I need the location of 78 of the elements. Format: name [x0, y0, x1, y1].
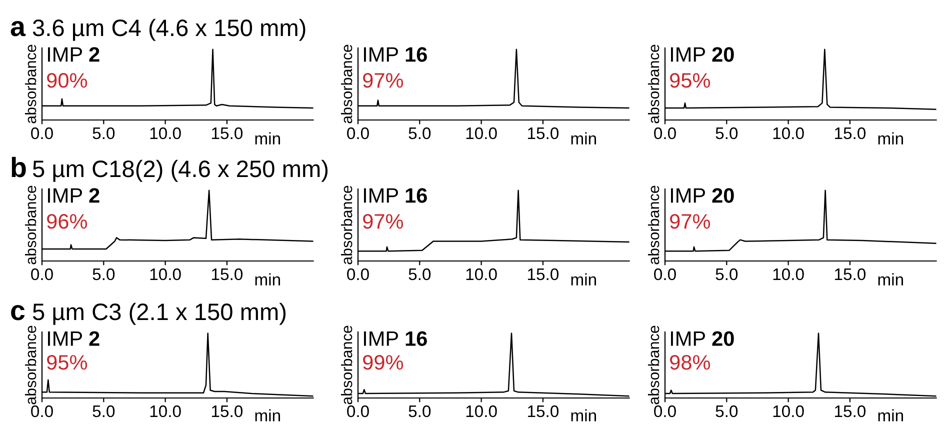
x-axis-title: min: [571, 273, 596, 286]
annotation: 95%: [670, 73, 710, 88]
annotation: IMP 16: [364, 47, 427, 62]
x-tick-label: 5.0: [92, 405, 115, 418]
y-axis-title: absorbance: [24, 186, 36, 264]
x-tick-label: 15.0: [528, 405, 559, 418]
x-tick-label: 10.0: [466, 405, 497, 418]
text: b: [12, 156, 26, 178]
x-tick-label: 0.0: [654, 127, 676, 140]
x-tick-label: 10.0: [773, 127, 804, 140]
annotation: 90%: [47, 73, 88, 88]
x-tick-label: 15.0: [835, 405, 866, 418]
x-tick-label: 5.0: [408, 268, 431, 280]
annotation: IMP 2: [48, 331, 100, 346]
y-axis-title: absorbance: [24, 44, 36, 124]
y-axis-title: absorbance: [24, 326, 36, 404]
x-axis-title: min: [255, 409, 280, 422]
x-tick-label: 0.0: [31, 268, 53, 280]
x-tick-label: 15.0: [212, 405, 243, 418]
y-axis-title: absorbance: [340, 186, 352, 264]
x-tick-label: 10.0: [773, 268, 804, 280]
x-tick-label: 15.0: [212, 127, 243, 140]
x-tick-label: 0.0: [31, 127, 53, 140]
x-tick-label: 15.0: [528, 268, 559, 280]
x-tick-label: 15.0: [212, 268, 243, 280]
annotation: 96%: [47, 214, 88, 229]
annotation: IMP 20: [670, 47, 734, 62]
chart-title: 5 µm C3 (2.1 x 150 mm): [32, 302, 286, 325]
x-tick-label: 10.0: [150, 405, 181, 418]
x-tick-label: 0.0: [347, 405, 369, 418]
x-tick-label: 15.0: [835, 268, 866, 280]
annotation: IMP 20: [670, 188, 734, 203]
x-tick-label: 0.0: [31, 405, 53, 418]
x-tick-label: 5.0: [408, 405, 431, 418]
x-tick-label: 10.0: [150, 127, 181, 140]
x-tick-label: 15.0: [835, 127, 866, 140]
text: a: [10, 21, 26, 36]
text: c: [11, 305, 25, 320]
x-tick-label: 0.0: [347, 268, 369, 280]
y-axis-title: absorbance: [340, 326, 352, 404]
x-axis-title: min: [571, 409, 596, 422]
y-axis-title: absorbance: [648, 326, 660, 404]
x-axis-title: min: [878, 273, 903, 286]
x-tick-label: 5.0: [716, 268, 738, 280]
x-tick-label: 10.0: [466, 127, 497, 140]
chart-title: 3.6 µm C4 (4.6 x 150 mm): [32, 18, 306, 41]
y-axis-title: absorbance: [648, 186, 660, 264]
x-axis-title: min: [255, 273, 280, 286]
x-axis-title: min: [878, 132, 903, 144]
annotation: IMP 2: [48, 47, 100, 62]
x-axis-title: min: [878, 409, 903, 422]
x-tick-label: 0.0: [654, 405, 676, 418]
annotation: 99%: [363, 354, 404, 370]
annotation: 97%: [363, 73, 404, 88]
annotation: 95%: [47, 354, 88, 370]
x-tick-label: 5.0: [92, 127, 115, 140]
x-tick-label: 10.0: [150, 268, 181, 280]
x-axis-title: min: [255, 132, 280, 144]
x-tick-label: 5.0: [408, 127, 431, 140]
x-tick-label: 5.0: [716, 127, 738, 140]
x-tick-label: 10.0: [466, 268, 497, 280]
x-tick-label: 10.0: [773, 405, 804, 418]
annotation: IMP 20: [670, 331, 734, 346]
annotation: IMP 16: [364, 188, 427, 203]
annotation: 97%: [363, 214, 404, 229]
x-axis-title: min: [571, 132, 596, 144]
x-tick-label: 5.0: [716, 405, 738, 418]
y-axis-title: absorbance: [648, 44, 660, 124]
annotation: 98%: [670, 354, 710, 370]
annotation: IMP 2: [48, 188, 100, 203]
annotation: 97%: [670, 214, 710, 229]
annotation: IMP 16: [364, 331, 427, 346]
y-axis-title: absorbance: [340, 44, 352, 124]
x-tick-label: 5.0: [92, 268, 115, 280]
chart-title: 5 µm C18(2) (4.6 x 250 mm): [32, 160, 328, 182]
x-tick-label: 0.0: [654, 268, 676, 280]
x-tick-label: 0.0: [347, 127, 369, 140]
x-tick-label: 15.0: [528, 127, 559, 140]
